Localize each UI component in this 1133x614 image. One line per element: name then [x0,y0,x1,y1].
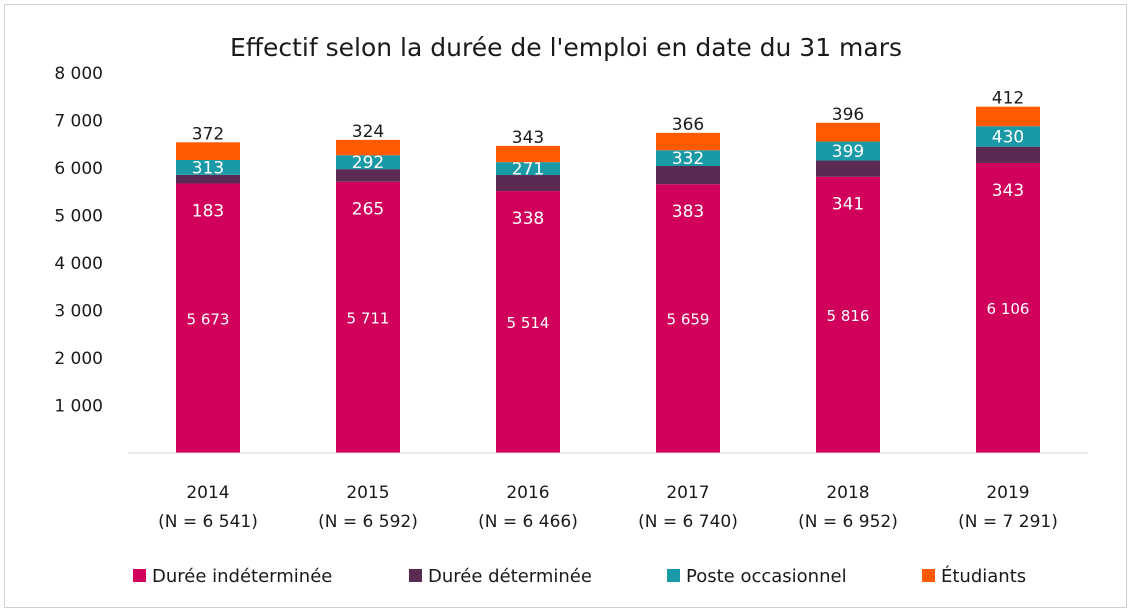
bar-segment [656,184,720,453]
bar-segment [816,160,880,177]
y-tick-label: 7 000 [54,112,103,132]
legend: Durée indéterminée Durée déterminée Poste … [133,565,1026,587]
data-label: 399 [832,142,864,162]
x-tick-sublabel: (N = 6 466) [478,512,578,532]
data-label: 332 [672,149,704,169]
x-tick-sublabel: (N = 6 740) [638,512,738,532]
x-tick-sublabel: (N = 6 952) [798,512,898,532]
bar-segment [496,191,560,453]
legend-swatch [133,569,146,582]
data-label: 5 673 [187,310,230,328]
y-tick-label: 5 000 [54,207,103,227]
x-tick-sublabel: (N = 6 541) [158,512,258,532]
data-label: 5 816 [827,307,870,325]
data-label: 383 [672,202,704,222]
y-tick-label: 6 000 [54,159,103,179]
bar-segment [976,146,1040,163]
data-label: 5 514 [507,314,550,332]
data-label: 412 [992,89,1024,109]
data-label: 271 [512,160,544,180]
bar-segment [496,175,560,192]
data-label: 5 711 [347,309,390,327]
legend-label: Durée déterminée [428,566,592,587]
bar-segment [176,142,240,160]
bar-segment [976,162,1040,453]
bar-segment [336,181,400,454]
legend-label: Poste occasionnel [686,566,847,587]
bar-segment [656,166,720,185]
bar-segment [176,174,240,184]
legend-label: Durée indéterminée [152,566,332,587]
data-label: 372 [192,124,224,144]
y-tick-label: 4 000 [54,254,103,274]
y-tick-label: 2 000 [54,349,103,369]
bar-segment [816,176,880,454]
x-tick-label: 2014 [186,483,229,503]
x-tick-sublabel: (N = 7 291) [958,512,1058,532]
bar-segment [336,155,400,170]
data-label: 396 [832,105,864,125]
bar-segment [816,122,880,142]
x-axis: 2014 (N = 6 541) 2015 (N = 6 592) 2016 (N = 6… [158,483,1058,532]
data-label: 5 659 [667,311,710,329]
data-label: 343 [512,128,544,148]
bars-group: 5 673 183 313 372 5 711 265 292 324 5 514 338 271 3… [176,89,1040,454]
data-label: 183 [192,202,224,222]
bar-segment [176,183,240,453]
data-label: 265 [352,200,384,220]
bar-segment [976,126,1040,147]
x-tick-label: 2015 [346,483,389,503]
data-label: 343 [992,181,1024,201]
x-tick-label: 2018 [826,483,869,503]
bar-segment [656,132,720,151]
data-label: 6 106 [987,300,1030,318]
bar-segment [336,169,400,182]
data-label: 341 [832,195,864,215]
legend-label: Étudiants [941,565,1026,587]
y-tick-label: 3 000 [54,302,103,322]
bar-segment [336,139,400,156]
data-label: 338 [512,209,544,229]
bar-segment [976,106,1040,127]
bar-segment [816,141,880,161]
legend-swatch [409,569,422,582]
y-tick-label: 1 000 [54,397,103,417]
legend-swatch [922,569,935,582]
data-label: 324 [352,122,384,142]
chart-title: Effectif selon la durée de l'emploi en d… [230,33,902,62]
legend-swatch [667,569,680,582]
data-label: 313 [192,158,224,178]
bar-segment [656,150,720,167]
data-label: 430 [992,127,1024,147]
data-label: 292 [352,153,384,173]
x-tick-label: 2016 [506,483,549,503]
data-label: 366 [672,115,704,135]
y-axis: 1 000 2 000 3 000 4 000 5 000 6 000 7 000 8 000 [54,64,103,417]
x-tick-label: 2017 [666,483,709,503]
y-tick-label: 8 000 [54,64,103,84]
x-tick-label: 2019 [986,483,1029,503]
bar-segment [496,162,560,176]
bar-segment [496,145,560,163]
x-tick-sublabel: (N = 6 592) [318,512,418,532]
bar-segment [176,159,240,175]
